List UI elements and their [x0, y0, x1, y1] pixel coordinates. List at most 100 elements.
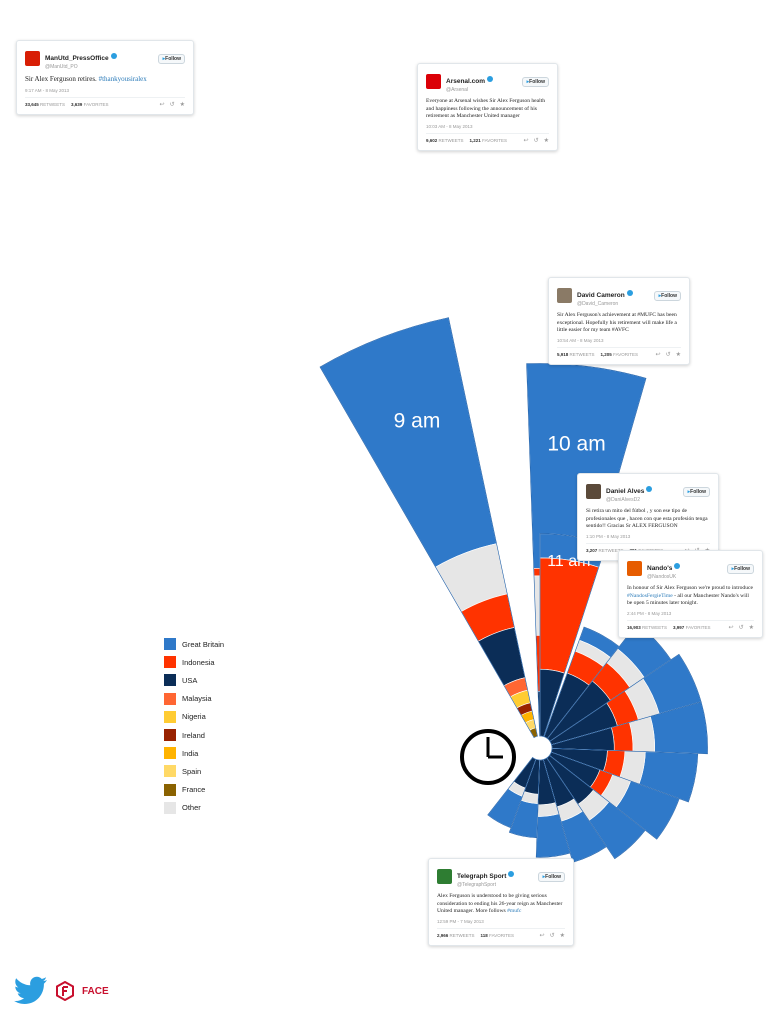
hour-label: 9 am	[394, 410, 441, 433]
tweet-handle: @Arsenal	[446, 86, 469, 93]
hour-wedge	[551, 701, 708, 755]
retweet-icon[interactable]: ↺	[665, 351, 671, 358]
footer-logos: FACE	[14, 976, 109, 1006]
retweet-icon[interactable]: ↺	[533, 137, 539, 144]
retweet-icon[interactable]: ↺	[738, 624, 744, 631]
chart-legend: Great Britain Indonesia USA Malaysia Nig…	[164, 635, 224, 817]
legend-item: USA	[164, 671, 224, 689]
legend-item: Nigeria	[164, 708, 224, 726]
tweet-time: 9:17 AM - 8 May 2013	[25, 87, 70, 93]
tweet-handle: @ManUtd_PO	[45, 63, 78, 70]
reply-icon[interactable]: ↩	[523, 137, 529, 144]
avatar	[426, 74, 441, 90]
avatar	[25, 51, 40, 67]
tweet-time: 12:59 PM - 7 May 2013	[437, 918, 484, 924]
tweet-text: Alex Ferguson is understood to be giving…	[437, 893, 563, 915]
legend-item: Other	[164, 799, 224, 817]
tweet-alves: Daniel Alves @DaniAlvesD2 Follow Si reti…	[577, 473, 719, 561]
tweet-manutd: ManUtd_PressOffice @ManUtd_PO Follow Sir…	[16, 40, 194, 115]
tweet-stats: 33,645 RETWEETS 3,639 FAVORITES ↩ ↺ ★	[25, 96, 185, 108]
tweet-cameron: David Cameron @David_Cameron Follow Sir …	[548, 277, 690, 365]
clock-icon	[460, 729, 516, 785]
verified-icon	[508, 870, 515, 877]
tweet-text: Si retira un mito del fútbol , y son ese…	[586, 508, 708, 530]
retweet-icon[interactable]: ↺	[169, 101, 175, 108]
hour-wedge	[543, 626, 620, 739]
avatar	[437, 869, 452, 885]
hour-wedge	[546, 754, 646, 860]
legend-swatch	[164, 710, 176, 723]
follow-button[interactable]: Follow	[157, 53, 185, 64]
hour-wedge	[549, 653, 702, 746]
segment-great-britain	[319, 317, 497, 568]
twitter-bird-icon	[14, 976, 47, 1004]
legend-item: France	[164, 781, 224, 799]
tweet-author: Telegraph Sport	[457, 873, 507, 880]
follow-button[interactable]: Follow	[537, 871, 565, 882]
follow-button[interactable]: Follow	[726, 563, 754, 574]
tweet-stats: 5,918 RETWEETS 1,205 FAVORITES ↩ ↺ ★	[557, 346, 681, 358]
legend-item: Indonesia	[164, 653, 224, 671]
reply-icon[interactable]: ↩	[655, 351, 661, 358]
avatar	[557, 288, 572, 304]
favorite-icon[interactable]: ★	[675, 351, 681, 358]
legend-item: India	[164, 744, 224, 762]
legend-swatch	[164, 783, 176, 796]
tweet-telegraph: Telegraph Sport @TelegraphSport Follow A…	[428, 858, 574, 946]
tweet-nandos: Nando's @NandosUK Follow In honour of Si…	[618, 550, 763, 638]
follow-button[interactable]: Follow	[682, 486, 710, 497]
hour-wedge: 9 am	[319, 317, 538, 739]
tweet-stats: 2,966 RETWEETS 118 FAVORITES ↩ ↺ ★	[437, 927, 565, 939]
verified-icon	[646, 485, 653, 492]
tweet-handle: @NandosUK	[647, 573, 677, 580]
reply-icon[interactable]: ↩	[159, 101, 165, 108]
tweet-time: 10:03 AM - 8 May 2013	[426, 123, 473, 129]
tweet-stats: 9,602 RETWEETS 1,221 FAVORITES ↩ ↺ ★	[426, 132, 549, 144]
tweet-text: In honour of Sir Alex Ferguson we're pro…	[627, 585, 753, 607]
tweet-author: Daniel Alves	[606, 488, 645, 495]
reply-icon[interactable]: ↩	[539, 932, 545, 939]
legend-swatch	[164, 656, 176, 669]
tweet-stats: 16,903 RETWEETS 3,997 FAVORITES ↩ ↺ ★	[627, 619, 754, 631]
hour-wedge	[487, 757, 537, 829]
verified-icon	[487, 75, 494, 82]
tweet-text: Sir Alex Ferguson's achievement at #MUFC…	[557, 312, 677, 334]
legend-swatch	[164, 674, 176, 687]
favorite-icon[interactable]: ★	[748, 624, 754, 631]
tweet-author: Nando's	[647, 565, 673, 572]
reply-icon[interactable]: ↩	[728, 624, 734, 631]
tweet-time: 2:44 PM - 8 May 2013	[627, 610, 672, 616]
follow-button[interactable]: Follow	[521, 76, 549, 87]
tweet-author: Arsenal.com	[446, 78, 486, 85]
tweet-handle: @DaniAlvesD2	[606, 496, 640, 503]
legend-item: Malaysia	[164, 690, 224, 708]
avatar	[627, 561, 642, 577]
verified-icon	[110, 52, 117, 59]
avatar	[586, 484, 601, 500]
wedge-outline	[319, 317, 538, 739]
legend-item: Great Britain	[164, 635, 224, 653]
legend-swatch	[164, 765, 176, 778]
favorite-icon[interactable]: ★	[559, 932, 565, 939]
tweet-arsenal: Arsenal.com @Arsenal Follow Everyone at …	[417, 63, 558, 151]
favorite-icon[interactable]: ★	[543, 137, 549, 144]
legend-item: Ireland	[164, 726, 224, 744]
legend-swatch	[164, 801, 176, 814]
tweet-handle: @TelegraphSport	[457, 881, 496, 888]
retweet-icon[interactable]: ↺	[549, 932, 555, 939]
legend-swatch	[164, 638, 176, 651]
tweet-author: David Cameron	[577, 292, 625, 299]
verified-icon	[626, 289, 633, 296]
favorite-icon[interactable]: ★	[179, 101, 185, 108]
follow-button[interactable]: Follow	[653, 290, 681, 301]
legend-swatch	[164, 729, 176, 742]
tweet-author: ManUtd_PressOffice	[45, 55, 109, 62]
face-wordmark: FACE	[82, 985, 109, 997]
hour-wedge	[535, 759, 571, 858]
tweet-time: 1:10 PM - 8 May 2013	[586, 533, 631, 539]
hour-label: 10 am	[547, 432, 605, 455]
tweet-handle: @David_Cameron	[577, 300, 619, 307]
hour-wedge	[508, 758, 540, 839]
tweet-text: Sir Alex Ferguson retires. #thankyousira…	[25, 75, 147, 84]
